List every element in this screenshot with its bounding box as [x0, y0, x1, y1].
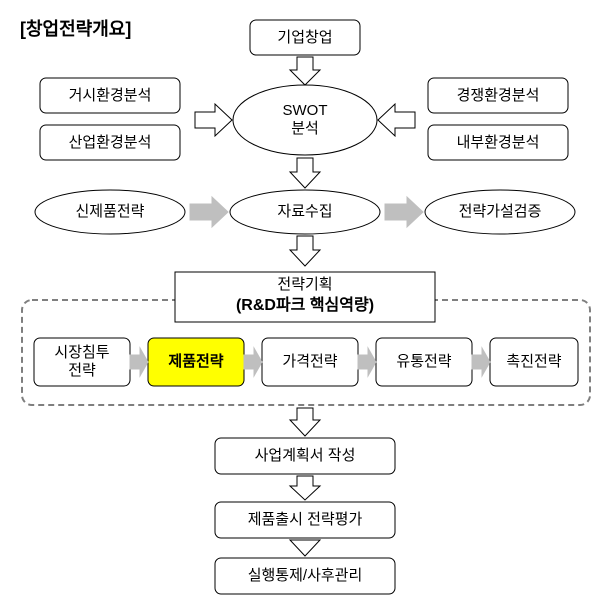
node-internal — [428, 125, 568, 160]
node-industry — [40, 125, 180, 160]
arrow-s2 — [244, 348, 262, 376]
node-datacoll — [230, 190, 380, 234]
diagram-canvas — [0, 0, 612, 600]
node-competition — [428, 78, 568, 113]
arrow-ellipse-2 — [385, 197, 423, 227]
arrow-s1 — [130, 348, 148, 376]
node-s1 — [34, 338, 130, 386]
arrow-datacoll-down — [290, 236, 320, 266]
arrow-swot-down — [290, 158, 320, 188]
node-s4 — [376, 338, 472, 386]
node-eval — [215, 502, 395, 538]
node-s5 — [490, 338, 578, 386]
arrow-ellipse-1 — [190, 197, 228, 227]
node-hypoth — [425, 190, 575, 234]
arrow-to-control — [290, 540, 320, 556]
node-planning — [175, 272, 435, 322]
node-newprod — [35, 190, 185, 234]
node-control — [215, 558, 395, 594]
node-s2 — [148, 338, 244, 386]
arrow-s4 — [472, 348, 490, 376]
arrow-left-to-swot — [195, 104, 232, 136]
arrow-to-eval — [290, 476, 320, 500]
arrow-to-bizplan — [290, 408, 320, 436]
node-macro — [40, 78, 180, 113]
arrow-right-to-swot — [378, 104, 415, 136]
node-s3 — [262, 338, 358, 386]
node-swot — [233, 85, 377, 155]
arrow-startup-down — [290, 57, 320, 85]
arrow-s3 — [358, 348, 376, 376]
node-bizplan — [215, 438, 395, 474]
node-startup — [250, 20, 360, 55]
